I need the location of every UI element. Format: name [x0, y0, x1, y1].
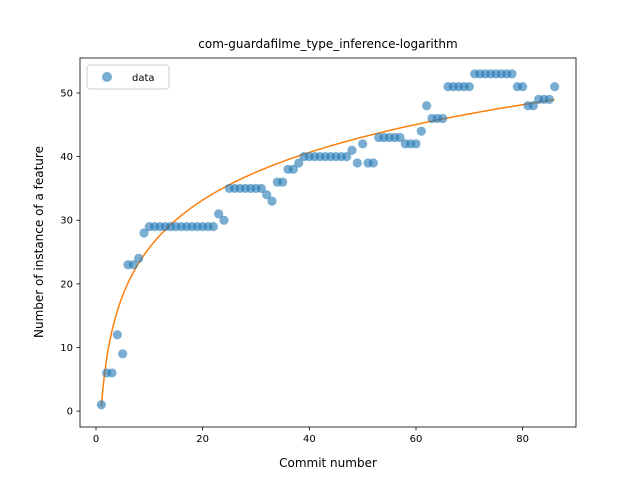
data-point	[278, 177, 288, 187]
data-point	[550, 82, 560, 92]
data-point	[518, 82, 528, 92]
x-tick-label: 80	[516, 434, 529, 445]
y-tick-label: 0	[67, 407, 73, 418]
legend-label-data: data	[132, 73, 155, 84]
data-point	[368, 158, 378, 168]
y-tick-label: 10	[60, 343, 73, 354]
data-point	[347, 145, 357, 155]
y-tick-label: 30	[60, 216, 73, 227]
legend-marker-data	[102, 72, 112, 82]
data-point	[422, 101, 432, 111]
data-point	[464, 82, 474, 92]
data-point	[96, 400, 106, 410]
legend-frame	[86, 64, 170, 90]
data-point	[342, 152, 352, 162]
data-point	[118, 349, 128, 359]
fit-line	[100, 98, 555, 407]
data-point	[107, 368, 117, 378]
data-point	[219, 215, 229, 225]
plot-frame	[79, 57, 577, 428]
x-tick-label: 20	[196, 434, 209, 445]
y-tick-label: 50	[60, 88, 73, 99]
data-point	[294, 158, 304, 168]
data-point	[208, 221, 218, 232]
x-tick-label: 0	[93, 434, 99, 445]
x-axis-label: Commit number	[279, 456, 377, 470]
data-point	[139, 228, 149, 238]
x-tick-label: 40	[303, 434, 316, 445]
data-point	[112, 330, 122, 340]
y-tick-label: 40	[60, 152, 73, 163]
chart-title: com-guardafilme_type_inference-logarithm	[198, 37, 457, 51]
data-point	[134, 253, 144, 264]
data-point	[395, 132, 405, 143]
x-tick-label: 60	[410, 434, 423, 445]
fit-layer	[100, 98, 555, 407]
plot-background	[80, 58, 576, 427]
data-point	[528, 101, 538, 111]
data-point	[416, 126, 426, 136]
plot-area	[79, 57, 577, 428]
data-point	[411, 139, 421, 149]
data-point	[438, 113, 448, 124]
x-axis-ticks: 0 20 40 60 80	[93, 427, 529, 445]
data-point	[262, 190, 272, 200]
y-axis-label: Number of instance of a feature	[32, 146, 46, 338]
data-point	[288, 164, 298, 174]
y-axis-ticks: 0 10 20 30 40 50	[60, 88, 80, 418]
y-tick-label: 20	[60, 279, 73, 290]
data-point	[256, 183, 266, 194]
data-point	[128, 260, 138, 270]
data-point	[507, 69, 517, 79]
legend: data	[86, 64, 170, 90]
data-point	[267, 196, 277, 206]
data-points	[96, 69, 560, 410]
data-point	[358, 139, 368, 149]
data-point	[544, 94, 554, 104]
data-point	[214, 209, 224, 219]
data-point	[352, 158, 362, 168]
